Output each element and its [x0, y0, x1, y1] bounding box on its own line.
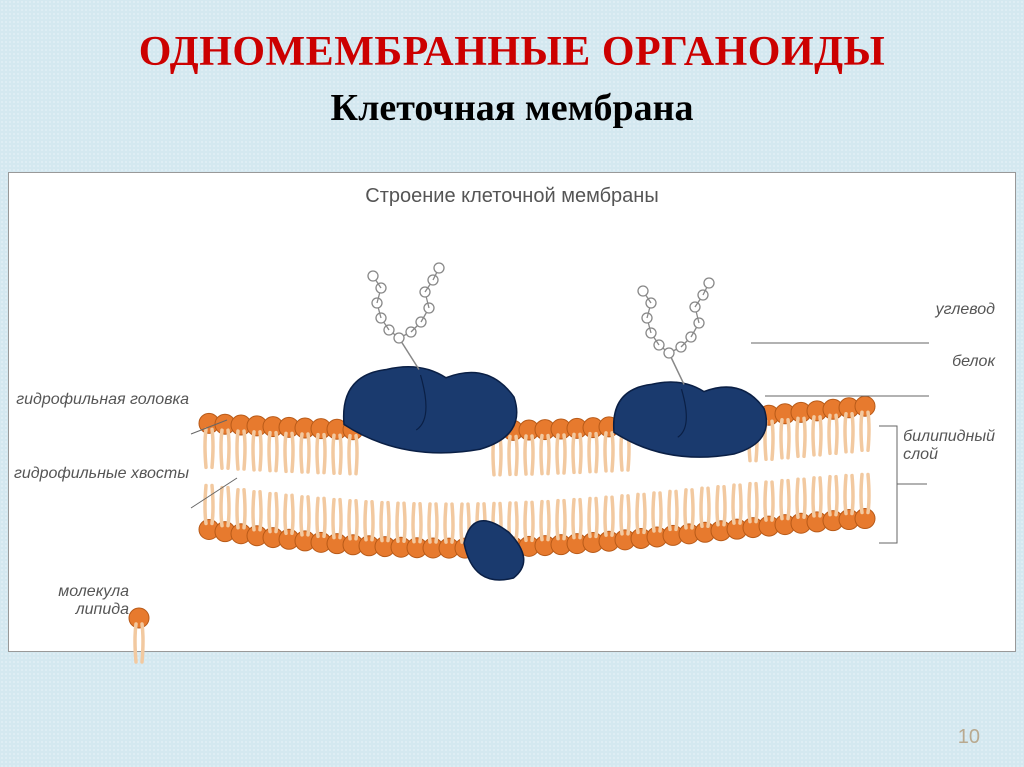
- diagram-title: Строение клеточной мембраны: [9, 173, 1015, 208]
- page-title: ОДНОМЕМБРАННЫЕ ОРГАНОИДЫ: [0, 0, 1024, 76]
- membrane-diagram: [9, 208, 1017, 688]
- page-number: 10: [958, 726, 980, 749]
- page-subtitle: Клеточная мембрана: [0, 76, 1024, 130]
- diagram-container: Строение клеточной мембраны гидрофильная…: [8, 172, 1016, 652]
